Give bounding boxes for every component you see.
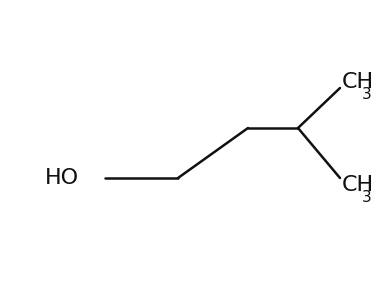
Text: 3: 3 (362, 190, 372, 205)
Text: CH: CH (342, 72, 374, 92)
Text: CH: CH (342, 175, 374, 195)
Text: 3: 3 (362, 87, 372, 102)
Text: HO: HO (45, 168, 79, 188)
